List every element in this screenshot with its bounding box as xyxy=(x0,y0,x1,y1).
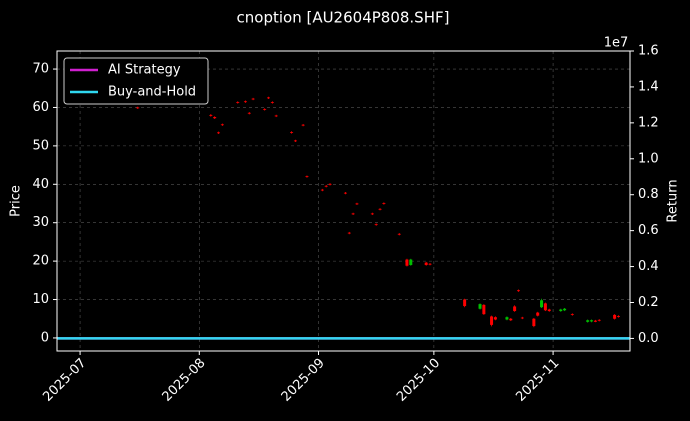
y2-tick-label: 0.6 xyxy=(638,223,659,238)
y2-axis-label: Return xyxy=(666,179,681,222)
candle-body xyxy=(355,203,359,205)
candle-body xyxy=(570,314,574,315)
candle-body xyxy=(424,262,428,265)
y2-tick-label: 0.2 xyxy=(638,295,659,310)
y-tick-label: 20 xyxy=(32,254,49,269)
candle-body xyxy=(267,97,271,99)
candle-body xyxy=(351,213,355,215)
y2-tick-label: 1.4 xyxy=(638,79,659,94)
candle-body xyxy=(505,317,509,320)
candle-body xyxy=(532,318,536,327)
candle-body xyxy=(274,115,278,117)
legend-label: AI Strategy xyxy=(108,63,181,78)
candle-body xyxy=(374,224,378,226)
candle-body xyxy=(590,320,594,322)
candle-body xyxy=(520,317,524,319)
candle-body xyxy=(586,320,590,322)
candle-body xyxy=(597,319,601,321)
y-axis-label: Price xyxy=(9,185,24,217)
candle-body xyxy=(397,233,401,235)
candle-body xyxy=(247,112,251,114)
candle-body xyxy=(209,115,213,116)
candle-body xyxy=(540,300,544,308)
candle-body xyxy=(251,98,255,100)
candle-body xyxy=(482,304,486,315)
y-tick-label: 30 xyxy=(32,215,49,230)
y2-tick-label: 1.2 xyxy=(638,115,659,130)
candle-body xyxy=(301,124,305,126)
candle-body xyxy=(378,208,382,210)
candle-body xyxy=(243,101,247,103)
candle-body xyxy=(563,308,567,311)
candle-body xyxy=(536,312,540,316)
candle-body xyxy=(136,107,140,109)
candle-body xyxy=(616,316,620,317)
y2-tick-label: 1.6 xyxy=(638,44,659,59)
candle-body xyxy=(516,290,520,292)
candle-body xyxy=(305,176,309,178)
y2-tick-label: 0.0 xyxy=(638,331,659,346)
candle-body xyxy=(213,117,217,119)
candle-body xyxy=(493,317,497,320)
candle-body xyxy=(593,320,597,322)
candle-body xyxy=(478,304,482,309)
candle-body xyxy=(543,303,547,311)
candle-body xyxy=(463,299,467,307)
y-tick-label: 70 xyxy=(32,62,49,77)
y2-tick-label: 0.8 xyxy=(638,187,659,202)
y-tick-label: 0 xyxy=(41,330,49,345)
y2-tick-label: 1.0 xyxy=(638,151,659,166)
chart-title: cnoption [AU2604P808.SHF] xyxy=(237,9,450,27)
candle-body xyxy=(328,183,332,185)
candle-body xyxy=(347,232,351,234)
candle-body xyxy=(220,124,224,126)
candle-body xyxy=(547,309,551,312)
candle-body xyxy=(382,203,386,204)
candle-body xyxy=(270,102,274,103)
legend-label: Buy-and-Hold xyxy=(108,85,196,100)
candle-body xyxy=(509,318,513,321)
y-tick-label: 50 xyxy=(32,138,49,153)
candle-body xyxy=(343,192,347,194)
legend-box xyxy=(63,57,209,105)
candle-body xyxy=(559,309,563,312)
plot-frame xyxy=(56,50,631,352)
candle-body xyxy=(217,132,221,134)
y-tick-label: 10 xyxy=(32,292,49,307)
candle-body xyxy=(236,102,240,103)
candle-body xyxy=(324,185,328,187)
candle-body xyxy=(320,189,324,191)
candle-body xyxy=(293,140,297,142)
y-tick-label: 40 xyxy=(32,177,49,192)
candle-body xyxy=(405,259,409,266)
candle-body xyxy=(490,316,494,325)
candle-body xyxy=(263,109,267,110)
y2-offset-label: 1e7 xyxy=(604,36,629,51)
y2-tick-label: 0.4 xyxy=(638,259,659,274)
candle-body xyxy=(370,213,374,215)
candle-body xyxy=(428,263,432,265)
candle-body xyxy=(409,259,413,265)
candle-body xyxy=(290,132,294,133)
candle-body xyxy=(613,314,617,319)
y-tick-label: 60 xyxy=(32,100,49,115)
candle-body xyxy=(513,306,517,312)
